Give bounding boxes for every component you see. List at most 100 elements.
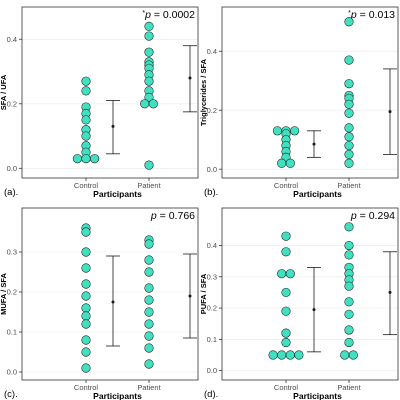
data-point bbox=[344, 222, 354, 232]
y-tick-label: 0.0 bbox=[207, 165, 217, 174]
y-tick-label: 0.1 bbox=[7, 328, 17, 337]
data-point bbox=[144, 295, 154, 305]
mean-point bbox=[312, 308, 316, 312]
data-point bbox=[144, 21, 154, 31]
y-tick-label: 0.0 bbox=[207, 366, 217, 375]
data-point bbox=[140, 99, 150, 109]
data-point bbox=[285, 269, 295, 279]
data-point bbox=[81, 319, 91, 329]
data-point bbox=[344, 132, 354, 142]
p-value-label: p = 0.766 bbox=[150, 210, 195, 222]
data-point bbox=[81, 279, 91, 289]
data-point bbox=[81, 363, 91, 373]
data-point bbox=[344, 55, 354, 65]
data-point bbox=[144, 160, 154, 170]
y-tick-label: 0.3 bbox=[207, 272, 217, 281]
data-point bbox=[344, 325, 354, 335]
x-tick-label: Control bbox=[74, 383, 99, 392]
data-point bbox=[144, 331, 154, 341]
data-point bbox=[344, 297, 354, 307]
data-point bbox=[281, 306, 291, 316]
data-point bbox=[144, 267, 154, 277]
panel-label: (b). bbox=[204, 187, 218, 198]
panel-4: 0.0 0.1 0.2 0.3 0.4 Control PatientParticipant… bbox=[199, 207, 399, 400]
y-axis-label: PUFA / SFA bbox=[199, 273, 208, 314]
data-point bbox=[281, 247, 291, 257]
data-point bbox=[144, 92, 154, 102]
data-point bbox=[81, 227, 91, 237]
y-axis-label: Triglycerides / SFA bbox=[199, 58, 208, 126]
data-point bbox=[148, 99, 158, 109]
data-point bbox=[344, 149, 354, 159]
p-value-label: *p = 0.0002 bbox=[142, 9, 195, 21]
data-point bbox=[81, 303, 91, 313]
mean-point bbox=[388, 290, 392, 294]
data-point bbox=[285, 158, 295, 168]
data-point bbox=[144, 343, 154, 353]
x-tick-label: Patient bbox=[337, 181, 361, 190]
data-point bbox=[81, 131, 91, 141]
y-tick-label: 0.4 bbox=[207, 241, 217, 250]
panel-frame bbox=[221, 6, 399, 179]
data-point bbox=[81, 347, 91, 357]
data-point bbox=[144, 239, 154, 249]
p-value-label: p = 0.294 bbox=[350, 210, 395, 222]
data-point bbox=[340, 350, 350, 360]
data-point bbox=[281, 337, 291, 348]
x-axis-label: Participants bbox=[93, 391, 142, 400]
panel-label: (a). bbox=[4, 187, 18, 198]
x-tick-label: Control bbox=[274, 181, 299, 190]
data-point bbox=[81, 76, 91, 86]
data-point bbox=[344, 99, 354, 109]
mean-point bbox=[111, 124, 115, 128]
data-point bbox=[344, 158, 354, 168]
data-point bbox=[294, 350, 304, 360]
data-point bbox=[144, 76, 154, 86]
data-point bbox=[81, 115, 91, 125]
data-point bbox=[281, 328, 291, 338]
data-point bbox=[344, 123, 354, 133]
panel-label: (d). bbox=[204, 389, 218, 400]
data-point bbox=[144, 255, 154, 265]
data-point bbox=[344, 17, 354, 27]
data-point bbox=[81, 263, 91, 273]
data-point bbox=[281, 231, 291, 241]
mean-point bbox=[188, 76, 192, 80]
data-point bbox=[144, 307, 154, 317]
data-point bbox=[144, 283, 154, 293]
x-axis-label: Participants bbox=[293, 391, 342, 400]
x-tick-label: Patient bbox=[137, 383, 161, 392]
data-point bbox=[144, 47, 154, 57]
mean-point bbox=[111, 300, 115, 304]
data-point bbox=[144, 31, 154, 41]
y-tick-label: 0.2 bbox=[207, 106, 217, 115]
panel-frame bbox=[21, 6, 199, 179]
data-point bbox=[344, 79, 354, 89]
data-point bbox=[348, 350, 358, 360]
data-point bbox=[90, 154, 100, 164]
data-point bbox=[272, 126, 282, 136]
data-point bbox=[344, 337, 354, 348]
panel-frame bbox=[21, 207, 199, 381]
x-axis-label: Participants bbox=[93, 189, 142, 199]
y-tick-label: 0.2 bbox=[7, 288, 17, 297]
data-point bbox=[144, 319, 154, 329]
mean-point bbox=[188, 294, 192, 298]
data-point bbox=[81, 291, 91, 301]
data-point bbox=[277, 350, 287, 360]
p-value-label: *p = 0.013 bbox=[348, 9, 395, 21]
y-tick-label: 0.1 bbox=[207, 335, 217, 344]
panel-frame bbox=[221, 207, 399, 381]
y-tick-label: 0.2 bbox=[7, 99, 17, 108]
data-point bbox=[281, 287, 291, 298]
data-point bbox=[344, 309, 354, 319]
data-point bbox=[72, 154, 82, 164]
data-point bbox=[344, 281, 354, 291]
data-point bbox=[277, 269, 287, 279]
data-point bbox=[344, 140, 354, 151]
data-point bbox=[81, 335, 91, 345]
